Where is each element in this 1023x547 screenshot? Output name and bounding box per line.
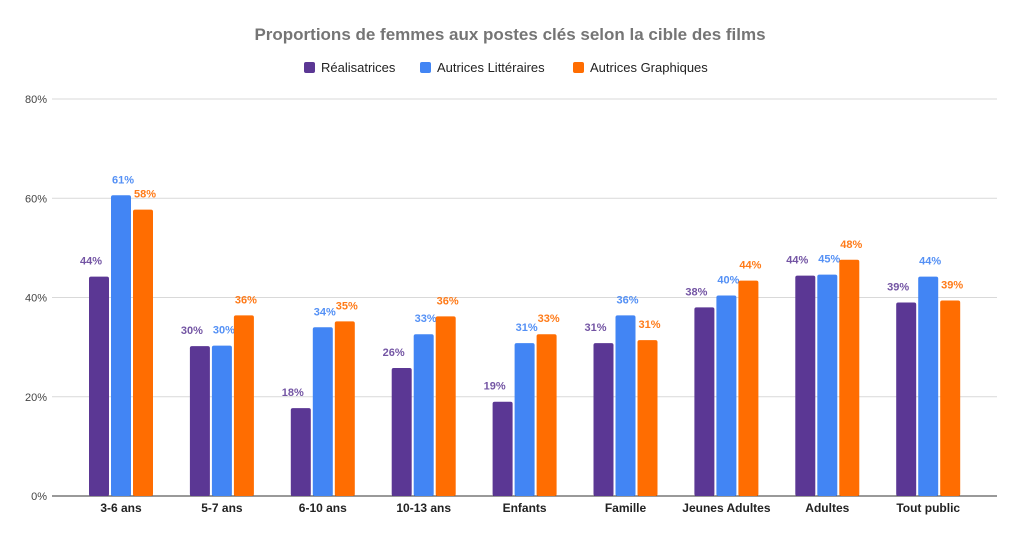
x-tick-label: Adultes <box>805 501 849 515</box>
x-tick-label: 3-6 ans <box>100 501 142 515</box>
legend-label: Réalisatrices <box>321 60 396 75</box>
y-tick-label: 60% <box>25 193 47 205</box>
data-label: 36% <box>437 295 459 307</box>
bar <box>817 274 838 496</box>
bar <box>795 275 816 496</box>
y-tick-label: 40% <box>25 293 47 305</box>
bars: 44%61%58%30% 30%36%18%34% 35%26%33%36%19%3… <box>80 174 963 496</box>
legend-label: Autrices Graphiques <box>590 60 708 75</box>
data-label: 36% <box>235 294 257 306</box>
x-tick-label: Famille <box>605 501 647 515</box>
bar <box>593 343 614 496</box>
bar <box>413 334 434 496</box>
bar <box>312 327 333 496</box>
bar <box>211 345 232 496</box>
data-label: 30% <box>181 325 203 337</box>
data-label: 48% <box>840 239 862 251</box>
chart-title: Proportions de femmes aux postes clés se… <box>254 25 765 44</box>
data-label: 18% <box>282 387 304 399</box>
data-label: 31% <box>638 319 660 331</box>
y-tick-label: 0% <box>31 491 47 503</box>
bar <box>435 316 456 496</box>
x-tick-label: 6-10 ans <box>299 501 347 515</box>
data-label: 44% <box>80 256 102 268</box>
legend-label: Autrices Littéraires <box>437 60 545 75</box>
data-label: 44% <box>739 260 761 272</box>
x-tick-label: 10-13 ans <box>396 501 451 515</box>
data-label: 30% <box>213 325 235 337</box>
legend-swatch <box>420 62 431 73</box>
bar <box>694 307 715 496</box>
bar <box>133 209 153 496</box>
bar <box>716 295 737 496</box>
bar <box>738 280 759 496</box>
bar <box>189 346 210 496</box>
data-label: 58% <box>134 189 156 201</box>
data-label: 36% <box>616 294 638 306</box>
legend-swatch <box>573 62 584 73</box>
data-label: 26% <box>383 347 405 359</box>
bar <box>615 315 636 496</box>
data-label: 31% <box>516 322 538 334</box>
data-label: 31% <box>584 322 606 334</box>
data-label: 38% <box>685 286 707 298</box>
y-tick-label: 20% <box>25 392 47 404</box>
data-label: 39% <box>887 281 909 293</box>
legend-swatch <box>304 62 315 73</box>
x-axis-labels: 3-6 ans 5-7 ans 6-10 ans 10-13 ans Enfants Fa… <box>100 501 960 515</box>
data-label: 34% <box>314 306 336 318</box>
data-label: 33% <box>538 313 560 325</box>
data-label: 39% <box>941 279 963 291</box>
x-tick-label: 5-7 ans <box>201 501 243 515</box>
x-tick-label: Tout public <box>896 501 960 515</box>
bar <box>233 315 254 496</box>
bar <box>391 367 412 496</box>
data-label: 44% <box>919 256 941 268</box>
data-label: 44% <box>786 255 808 267</box>
bar <box>839 259 860 496</box>
bar <box>918 276 939 496</box>
bar <box>637 340 658 496</box>
data-label: 33% <box>415 313 437 325</box>
bar <box>940 300 961 496</box>
bar <box>290 408 311 496</box>
data-label: 61% <box>112 174 134 186</box>
bar <box>89 276 109 496</box>
bar <box>536 334 557 496</box>
y-tick-label: 80% <box>25 94 47 106</box>
data-label: 35% <box>336 300 358 312</box>
bar <box>492 401 513 496</box>
data-label: 19% <box>484 381 506 393</box>
x-tick-label: Enfants <box>503 501 547 515</box>
data-label: 45% <box>818 254 840 266</box>
bar <box>111 195 131 496</box>
x-tick-label: Jeunes Adultes <box>682 501 771 515</box>
bar <box>514 343 535 496</box>
data-label: 40% <box>717 275 739 287</box>
bar <box>334 321 355 496</box>
bar <box>896 302 917 496</box>
legend: Réalisatrices Autrices Littéraires Autrice… <box>304 60 708 75</box>
